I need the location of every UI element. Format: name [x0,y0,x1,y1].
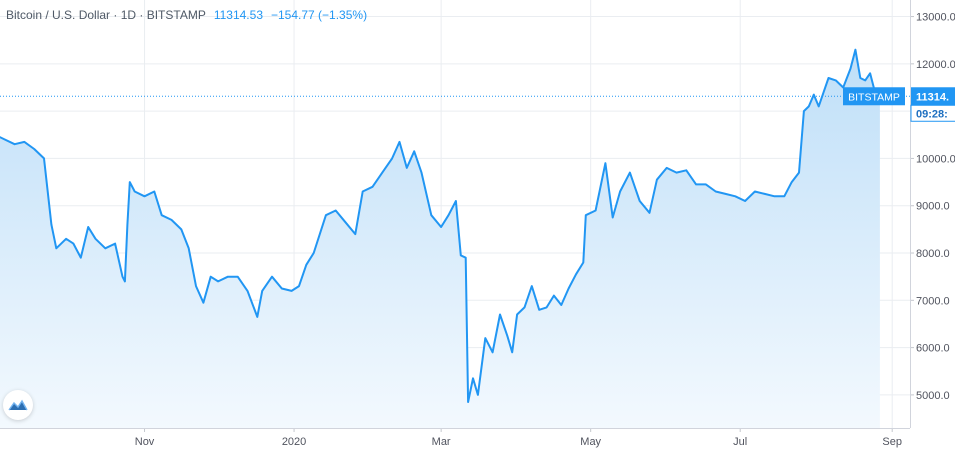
y-tick-label: 12000.0 [916,59,955,71]
price-line[interactable] [0,48,881,403]
x-tick-label: Mar [432,436,451,448]
price-axis[interactable]: 5000.06000.07000.08000.09000.010000.0110… [910,0,955,428]
y-tick-label: 6000.0 [916,343,950,355]
y-tick-label: 5000.0 [916,390,950,402]
x-tick-label: Sep [882,436,902,448]
chart-legend-header: Bitcoin / U.S. Dollar · 1D · BITSTAMP 11… [6,6,367,24]
price-area-fill [0,49,880,428]
last-price-tag-bg [911,87,955,106]
plot-area[interactable] [0,48,910,428]
tradingview-logo-glyph [8,399,28,411]
last-price-tag: 11314. [916,91,949,103]
tradingview-logo-icon[interactable] [3,390,33,420]
y-tick-label: 9000.0 [916,201,950,213]
countdown-tag: 09:28: [916,108,948,120]
x-tick-label: Nov [135,436,155,448]
price-change-value: −154.77 (−1.35%) [271,8,368,22]
y-tick-label: 13000.0 [916,12,955,24]
price-tags: BITSTAMP 11314. 09:28: [843,87,955,122]
x-tick-label: Jul [733,436,747,448]
time-axis[interactable]: Nov 2020 Mar May Jul Sep [0,428,910,448]
exchange-label-bg [843,87,905,106]
y-tick-label: 10000.0 [916,153,955,165]
exchange-label: BITSTAMP [848,91,900,103]
countdown-tag-bg [910,104,955,122]
x-tick-label: 2020 [282,436,306,448]
last-price-value: 11314.53 [213,8,263,22]
y-tick-label: 7000.0 [916,295,950,307]
y-tick-label: 8000.0 [916,248,950,260]
symbol-description[interactable]: Bitcoin / U.S. Dollar · 1D · BITSTAMP [6,8,206,22]
x-tick-label: May [580,436,601,448]
